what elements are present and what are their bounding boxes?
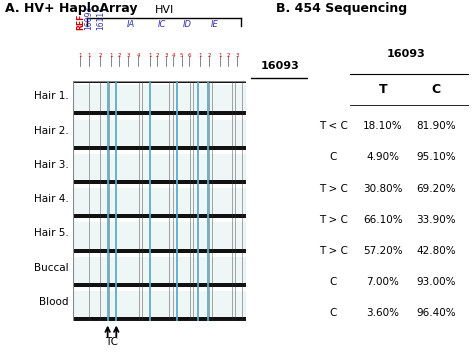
Text: A. HV+ HaploArray: A. HV+ HaploArray [5,2,137,15]
Bar [73,85,246,115]
Text: T < C: T < C [319,121,347,131]
Text: 96.40%: 96.40% [416,308,456,318]
Text: TC: TC [105,337,118,347]
Text: 4: 4 [171,53,175,58]
Text: Hair 2.: Hair 2. [34,126,69,136]
Text: Hair 1.: Hair 1. [34,91,69,101]
Text: Blood: Blood [39,297,69,307]
Text: 66.10%: 66.10% [363,215,403,225]
Text: 4: 4 [137,53,140,58]
Text: 3.60%: 3.60% [366,308,400,318]
Text: 3: 3 [235,53,239,58]
Bar [73,80,246,83]
Text: 16093: 16093 [387,49,426,59]
Bar [73,111,246,115]
Text: 16093: 16093 [260,61,299,71]
Text: C: C [329,308,337,318]
Text: 57.20%: 57.20% [363,246,403,256]
Bar [73,188,246,219]
Text: 1: 1 [109,53,112,58]
Text: 16093: 16093 [84,6,93,30]
Text: 1: 1 [87,53,91,58]
Bar [73,283,246,287]
Bar [73,291,246,321]
Text: 42.80%: 42.80% [416,246,456,256]
Text: 2: 2 [208,53,211,58]
Bar [73,180,246,184]
Text: B. 454 Sequencing: B. 454 Sequencing [276,2,407,15]
Text: 4.90%: 4.90% [366,152,400,162]
Text: C: C [329,152,337,162]
Text: T: T [379,83,387,96]
Bar [73,317,246,321]
Bar [73,120,246,150]
Text: 6: 6 [188,53,191,58]
Bar [73,154,246,184]
Text: C: C [329,277,337,287]
Text: IA: IA [127,20,135,29]
Text: IC: IC [157,20,166,29]
Text: 2: 2 [227,53,230,58]
Text: 1: 1 [218,53,221,58]
Text: 5: 5 [180,53,183,58]
Text: HVI: HVI [155,5,174,15]
Text: 2: 2 [118,53,121,58]
Text: Hair 5.: Hair 5. [34,228,69,238]
Text: 3: 3 [164,53,168,58]
Bar [73,222,246,253]
Text: 1: 1 [79,53,82,58]
Text: T > C: T > C [319,246,347,256]
Bar [73,249,246,253]
Text: Hair 4.: Hair 4. [34,194,69,204]
Bar [73,214,246,219]
Text: Hair 3.: Hair 3. [34,160,69,170]
Text: 3: 3 [126,53,130,58]
Text: 16111: 16111 [96,6,105,30]
Text: 33.90%: 33.90% [416,215,456,225]
Bar [73,257,246,287]
Text: 1: 1 [198,53,201,58]
Text: 18.10%: 18.10% [363,121,403,131]
Text: T > C: T > C [319,215,347,225]
Text: 95.10%: 95.10% [416,152,456,162]
Text: 30.80%: 30.80% [363,184,403,193]
Text: 2: 2 [99,53,102,58]
Text: 93.00%: 93.00% [416,277,456,287]
Text: T > C: T > C [319,184,347,193]
Text: C: C [431,83,441,96]
Text: IE: IE [210,20,219,29]
Text: 7.00%: 7.00% [366,277,400,287]
Text: ID: ID [183,20,192,29]
Text: 2: 2 [155,53,159,58]
Text: 81.90%: 81.90% [416,121,456,131]
Text: Buccal: Buccal [34,263,69,273]
Text: REF: REF [76,14,85,30]
Text: 69.20%: 69.20% [416,184,456,193]
Text: 1: 1 [148,53,151,58]
Bar [73,146,246,150]
